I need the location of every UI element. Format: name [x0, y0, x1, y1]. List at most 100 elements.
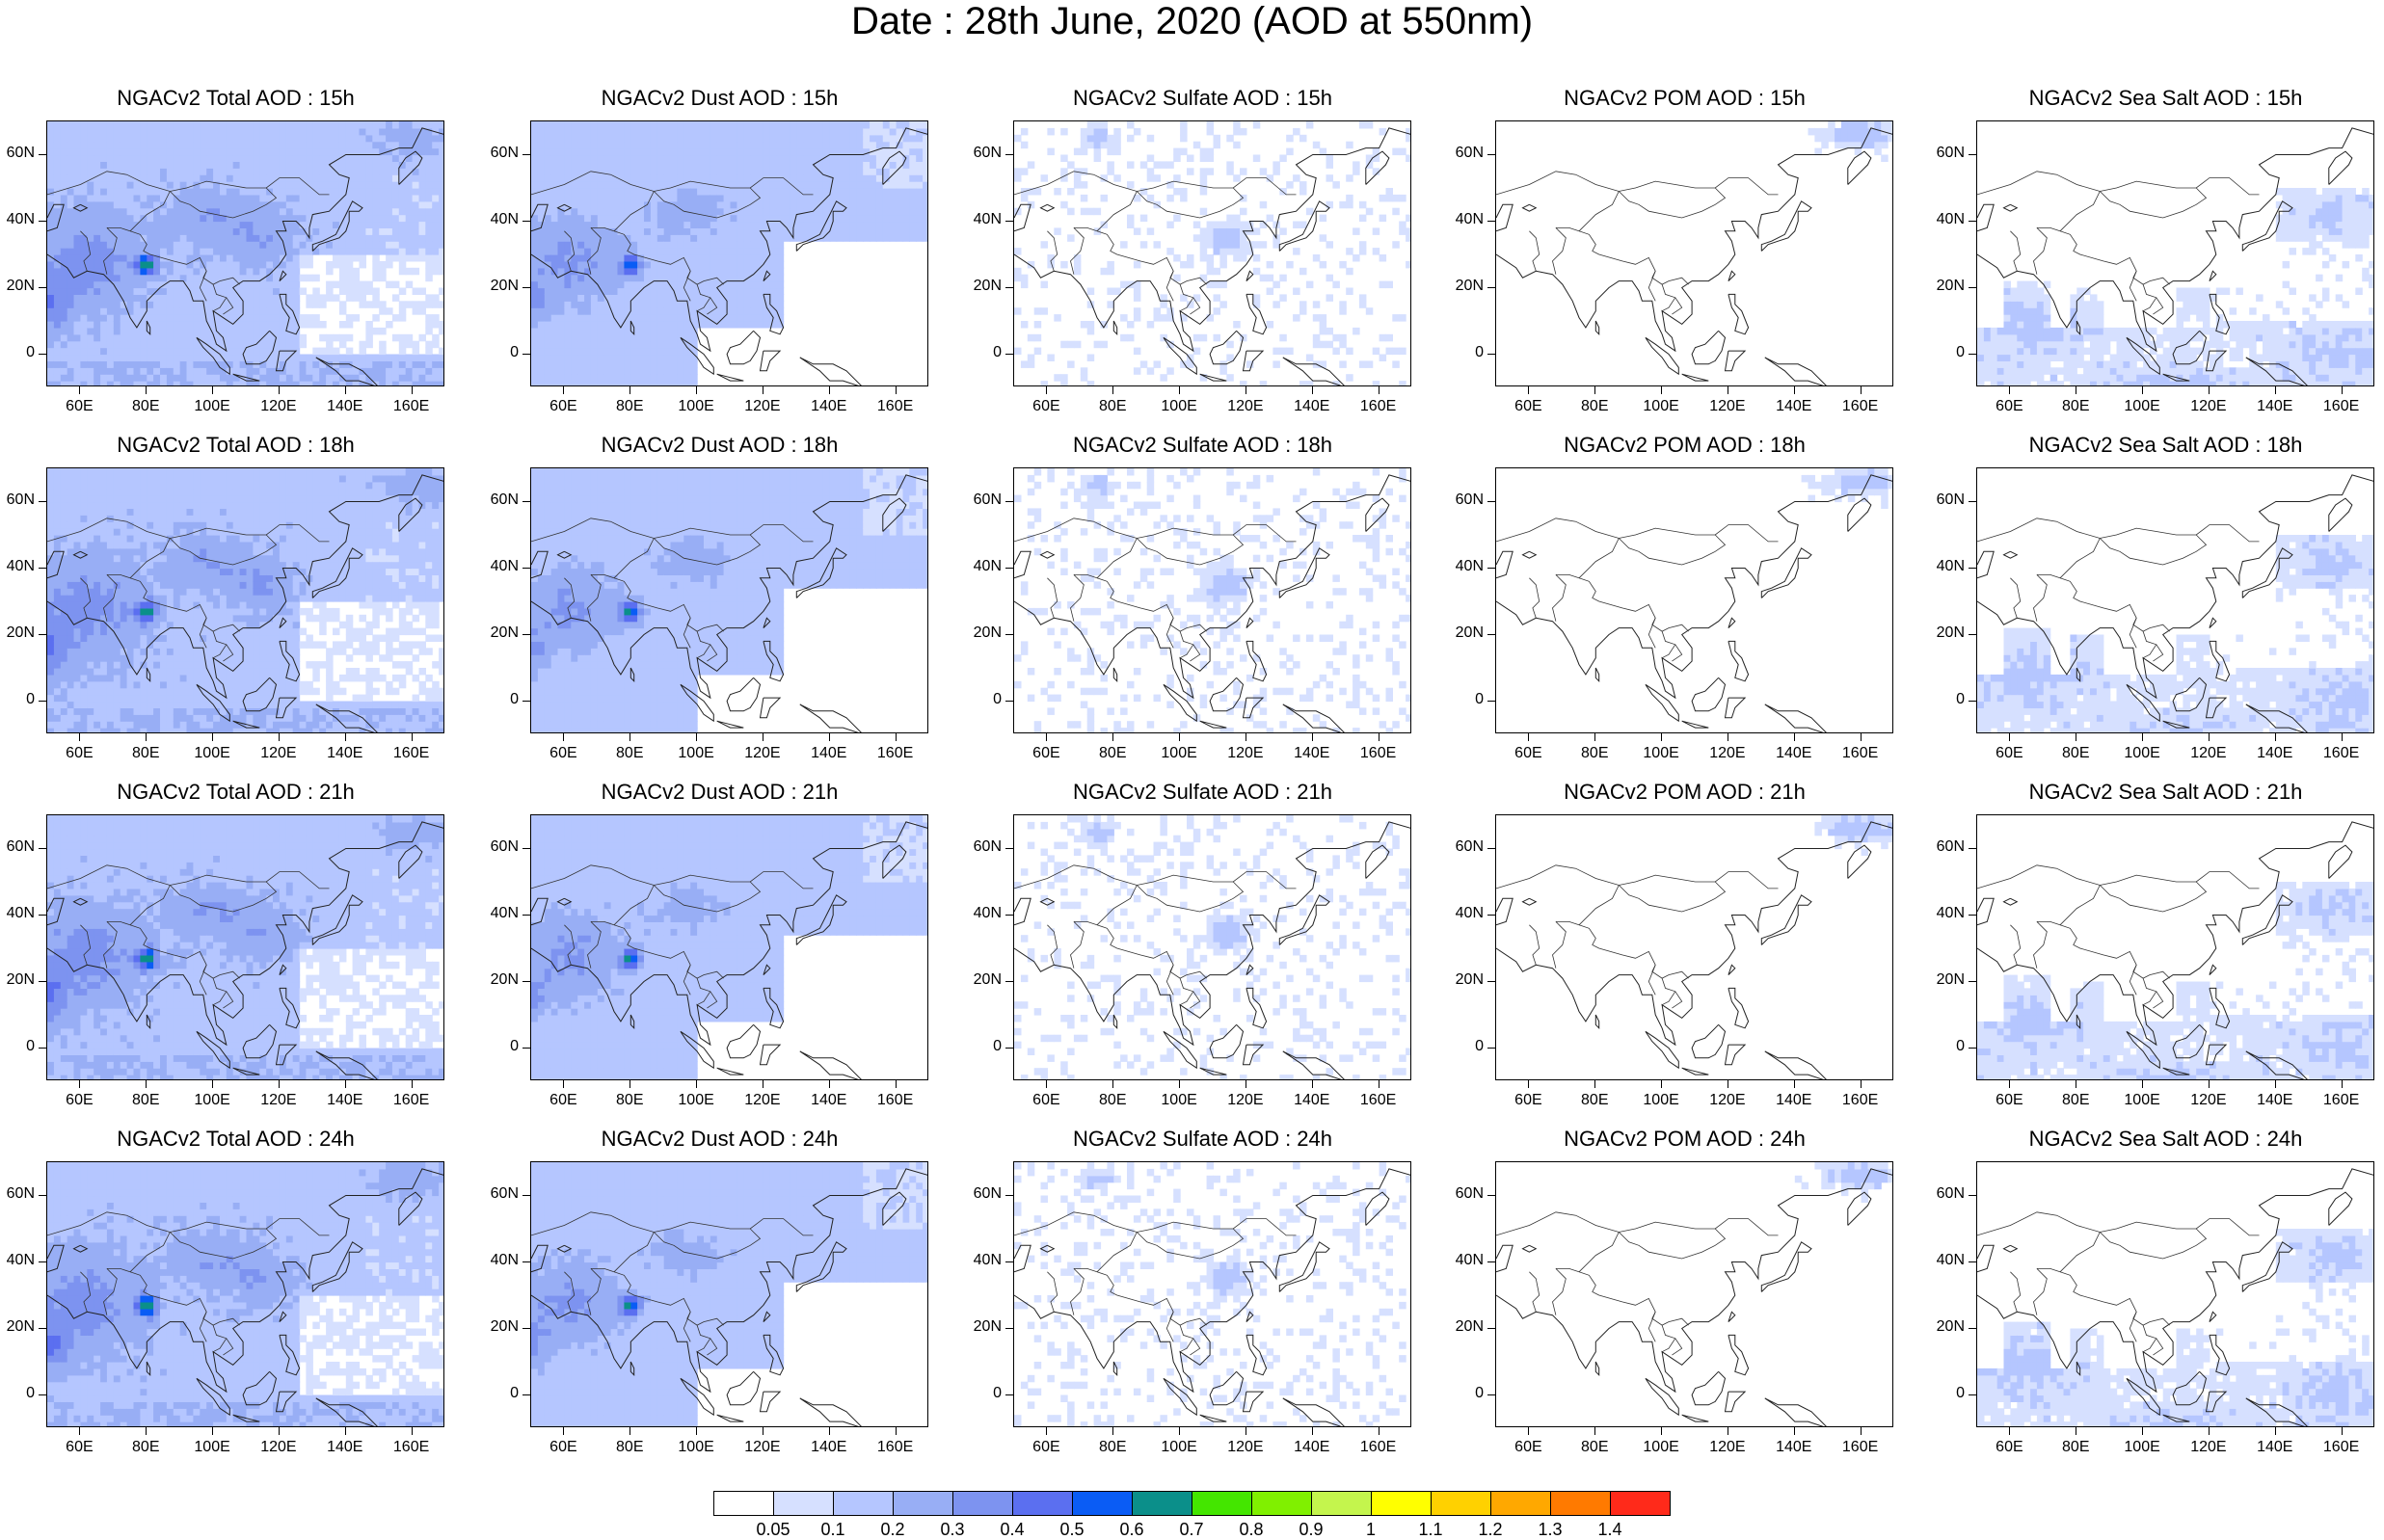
coastline [1848, 151, 1871, 184]
coastline [1728, 271, 1735, 280]
x-tick-label: 100E [1632, 398, 1690, 415]
country-border [2037, 574, 2170, 631]
coastline [1366, 845, 1389, 878]
x-tick-label: 140E [1283, 1439, 1341, 1456]
y-tick-mark [1005, 701, 1013, 702]
x-tick-label: 140E [1283, 398, 1341, 415]
x-tick-label: 100E [2113, 398, 2171, 415]
country-border [1977, 172, 2260, 195]
colorbar-label: 0.8 [1227, 1520, 1275, 1540]
y-tick-label: 60N [0, 1185, 35, 1203]
x-tick-label: 120E [1699, 398, 1756, 415]
x-tick-label: 160E [867, 1439, 924, 1456]
x-tick-label: 140E [800, 1439, 858, 1456]
x-tick-label: 100E [2113, 745, 2171, 762]
x-tick-label: 80E [117, 1092, 174, 1109]
y-tick-label: 40N [1926, 905, 1965, 922]
country-border [1074, 227, 1207, 284]
x-tick-mark [1179, 386, 1180, 394]
x-tick-label: 120E [1217, 745, 1274, 762]
aod-field [531, 121, 928, 386]
y-tick-label: 40N [480, 558, 519, 575]
panel-title: NGACv2 Total AOD : 21h [17, 781, 454, 804]
y-tick-mark [39, 634, 46, 635]
x-tick-label: 60E [1017, 398, 1075, 415]
x-tick-label: 80E [2047, 398, 2104, 415]
x-tick-mark [79, 386, 80, 394]
y-tick-mark [39, 1048, 46, 1049]
y-tick-label: 40N [1926, 1252, 1965, 1269]
x-tick-mark [2275, 386, 2276, 394]
colorbar-label: 0.6 [1108, 1520, 1156, 1540]
country-border [2143, 298, 2156, 311]
country-border [2034, 227, 2048, 274]
y-tick-label: 0 [1445, 344, 1484, 361]
panel-title: NGACv2 Total AOD : 24h [17, 1128, 454, 1151]
coastline [1496, 1169, 1893, 1392]
x-tick-label: 60E [1980, 1092, 2038, 1109]
coastline [727, 331, 760, 364]
x-tick-label: 100E [183, 1439, 241, 1456]
y-tick-mark [1487, 568, 1495, 569]
country-border [2100, 882, 2206, 912]
colorbar-swatch [1431, 1491, 1491, 1516]
coastline [1765, 1051, 1828, 1080]
coastline [1728, 965, 1735, 974]
x-tick-mark [1594, 386, 1595, 394]
coastline [1496, 204, 1513, 231]
coastline [1595, 321, 1598, 334]
y-tick-label: 60N [1926, 838, 1965, 856]
map-area [1495, 467, 1893, 733]
x-tick-label: 100E [183, 745, 241, 762]
x-tick-label: 160E [1832, 745, 1889, 762]
y-tick-mark [522, 1328, 530, 1329]
y-tick-label: 20N [480, 971, 519, 989]
x-tick-label: 140E [2246, 745, 2304, 762]
map-area [1976, 814, 2374, 1080]
x-tick-mark [1312, 386, 1313, 394]
x-tick-mark [2342, 733, 2343, 741]
coastline [1200, 1415, 1227, 1421]
y-tick-mark [1969, 568, 1976, 569]
x-tick-label: 120E [2180, 1092, 2237, 1109]
x-tick-label: 60E [1017, 1092, 1075, 1109]
country-border [1553, 1268, 1567, 1314]
country-border [2060, 539, 2100, 578]
x-tick-mark [345, 1080, 346, 1088]
y-tick-label: 0 [1445, 1385, 1484, 1402]
coastline [2329, 151, 2352, 184]
y-tick-label: 0 [480, 1385, 519, 1402]
coastline [2004, 551, 2018, 558]
x-tick-mark [2209, 386, 2210, 394]
y-tick-mark [1005, 501, 1013, 502]
x-tick-mark [2275, 1427, 2276, 1435]
panel-title: NGACv2 Sea Salt AOD : 21h [1947, 781, 2384, 804]
coastline [1692, 677, 1725, 711]
y-tick-mark [1487, 701, 1495, 702]
y-tick-mark [1969, 221, 1976, 222]
x-tick-label: 140E [1283, 1092, 1341, 1109]
y-tick-mark [522, 848, 530, 849]
country-border [1166, 271, 1173, 301]
y-tick-mark [1969, 848, 1976, 849]
coastline [1765, 1398, 1828, 1427]
x-tick-label: 160E [383, 1092, 441, 1109]
y-tick-mark [39, 221, 46, 222]
country-border [1648, 271, 1655, 301]
x-tick-label: 80E [1084, 745, 1141, 762]
y-tick-mark [39, 568, 46, 569]
colorbar-label: 0.7 [1167, 1520, 1216, 1540]
colorbar-swatch [713, 1491, 774, 1516]
coastline [761, 1392, 781, 1412]
coastline [1014, 898, 1031, 925]
country-border [1166, 1312, 1173, 1341]
x-tick-label: 160E [867, 398, 924, 415]
y-tick-mark [1487, 154, 1495, 155]
aod-field [1496, 468, 1893, 733]
y-tick-mark [1487, 1328, 1495, 1329]
